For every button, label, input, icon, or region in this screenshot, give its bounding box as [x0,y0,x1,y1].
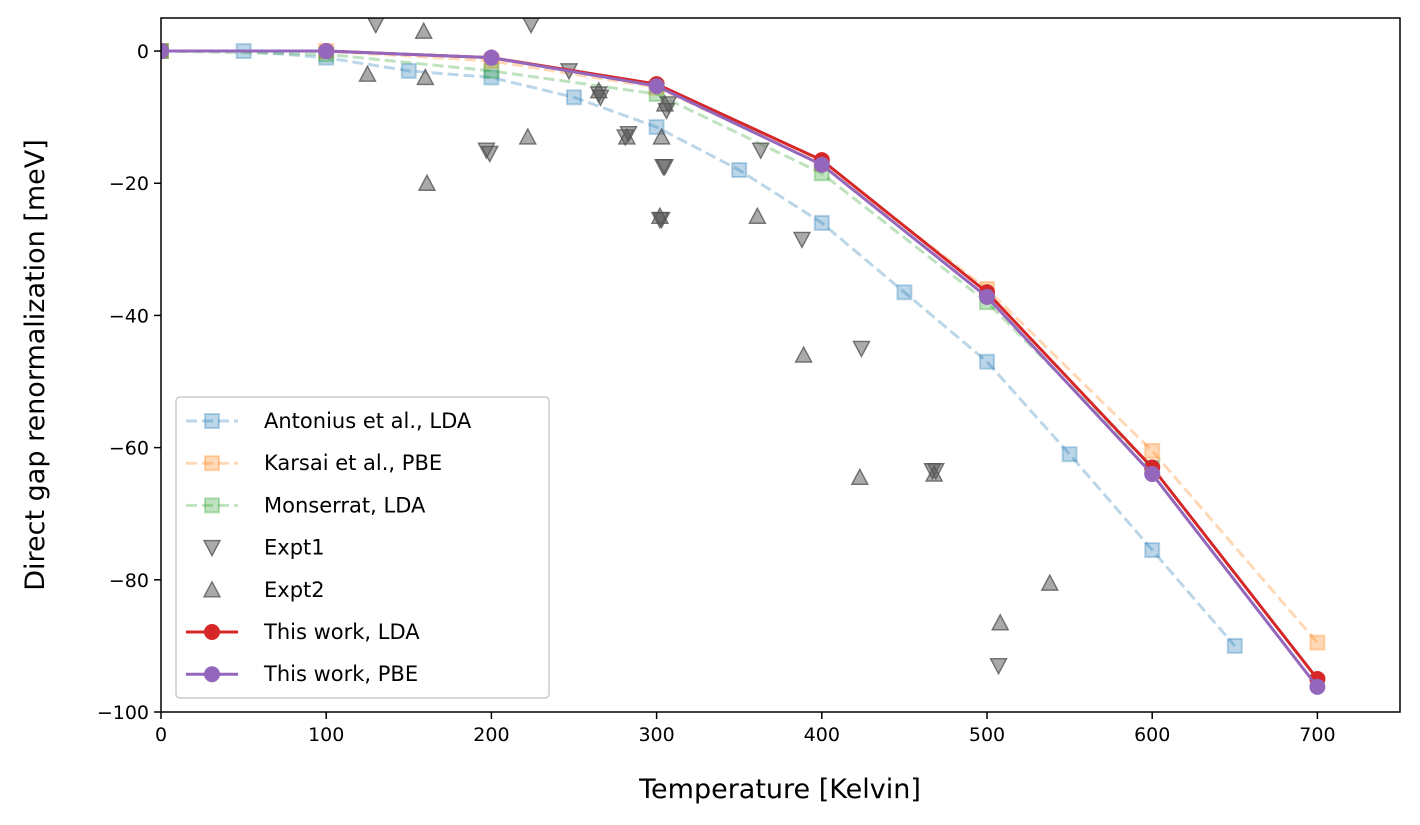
legend-marker-6 [204,666,220,683]
data-point-4-8 [652,127,671,145]
data-point-4-6 [617,127,637,145]
x-tick-label-4: 400 [804,724,840,746]
data-point-4-4 [518,127,537,145]
data-point-0-5 [566,89,582,106]
data-point-1-6 [1144,442,1161,459]
y-tick-label-1: −20 [109,173,149,195]
data-point-3-15 [751,142,770,160]
legend-item-1: Karsai et al., PBE [186,451,442,475]
data-point-2-2 [483,62,500,79]
data-point-3-17 [852,340,871,358]
data-point-4-12 [850,467,869,486]
data-point-1-7 [1309,634,1326,651]
y-tick-label-5: −100 [97,702,149,724]
x-tick-label-0: 0 [155,724,167,746]
data-point-6-3 [648,78,665,95]
data-point-0-8 [813,214,830,231]
legend-item-5: This work, LDA [186,620,420,644]
data-point-0-7 [731,162,748,179]
data-point-3-0 [367,18,385,35]
series-layer [161,18,1326,695]
legend-marker-5 [204,624,220,640]
data-point-0-10 [979,353,995,370]
legend-item-4: Expt2 [202,578,325,602]
plot-frame [160,17,1401,713]
legend-marker-2 [204,497,220,514]
data-point-6-6 [1144,466,1161,483]
data-point-4-13 [924,464,944,482]
data-point-6-4 [813,156,830,173]
legend-marker-3 [202,539,222,558]
legend-marker-4 [202,580,222,598]
x-axis-ticks: 0 100 200 300 400 500 600 700 [155,712,1336,746]
series-4 [358,21,1059,631]
series-line-0 [161,49,1236,647]
data-point-0-11 [1061,446,1078,463]
x-tick-label-3: 300 [638,724,674,746]
y-tick-label-3: −60 [109,438,149,460]
y-tick-label-4: −80 [109,570,149,592]
y-tick-label-2: −40 [109,305,149,327]
x-tick-label-2: 200 [473,724,509,746]
legend-box [175,396,550,699]
data-point-4-15 [1040,573,1059,591]
series-0 [161,43,1243,654]
data-point-4-1 [414,21,433,39]
legend-item-6: This work, PBE [186,662,418,686]
x-tick-label-7: 700 [1299,724,1335,746]
legend-label-4: Expt2 [264,578,325,602]
data-point-4-10 [748,206,767,224]
legend-item-0: Antonius et al., LDA [186,409,472,433]
data-point-3-16 [792,231,812,249]
legend-marker-0 [204,413,220,429]
y-axis-title: Direct gap renormalization [meV] [20,139,51,591]
data-point-4-11 [794,345,813,363]
data-point-6-0 [161,43,169,60]
x-tick-label-6: 600 [1134,724,1170,746]
legend-marker-1 [204,455,220,472]
series-line-6 [161,49,1319,688]
x-tick-label-1: 100 [308,724,344,746]
data-point-0-3 [400,62,417,79]
data-point-3-20 [989,658,1008,676]
legend-item-2: Monserrat, LDA [186,493,426,517]
legend-label-1: Karsai et al., PBE [264,451,442,475]
legend-label-3: Expt1 [264,536,325,560]
data-point-0-4 [483,69,500,86]
data-point-3-2 [480,145,499,163]
data-point-4-14 [991,613,1010,631]
legend: Antonius et al., LDA Karsai et al., PBE Mo… [175,396,550,699]
x-tick-label-5: 500 [969,724,1005,746]
legend-label-6: This work, PBE [263,662,418,686]
data-point-0-13 [1226,637,1243,654]
legend-label-2: Monserrat, LDA [264,493,426,517]
data-point-4-5 [589,81,608,99]
data-point-0-12 [1144,542,1161,559]
data-point-6-1 [318,43,335,60]
data-point-6-5 [979,288,995,305]
data-point-4-7 [650,206,670,224]
data-point-0-9 [896,284,913,301]
legend-label-5: This work, LDA [263,620,420,644]
data-point-4-2 [416,67,435,86]
series-6 [161,43,1326,695]
data-point-3-12 [655,159,675,177]
data-point-4-0 [358,64,377,82]
data-point-4-9 [655,94,675,112]
data-point-3-3 [522,18,540,35]
data-point-6-2 [483,49,500,66]
legend-label-0: Antonius et al., LDA [264,409,472,433]
y-tick-label-0: 0 [137,41,149,63]
data-point-6-7 [1309,678,1326,695]
y-axis-ticks: 0 −20 −40 −60 −80 −100 [97,41,161,724]
legend-item-3: Expt1 [202,536,325,560]
x-axis-title: Temperature [Kelvin] [638,774,921,805]
data-point-4-3 [417,173,437,191]
